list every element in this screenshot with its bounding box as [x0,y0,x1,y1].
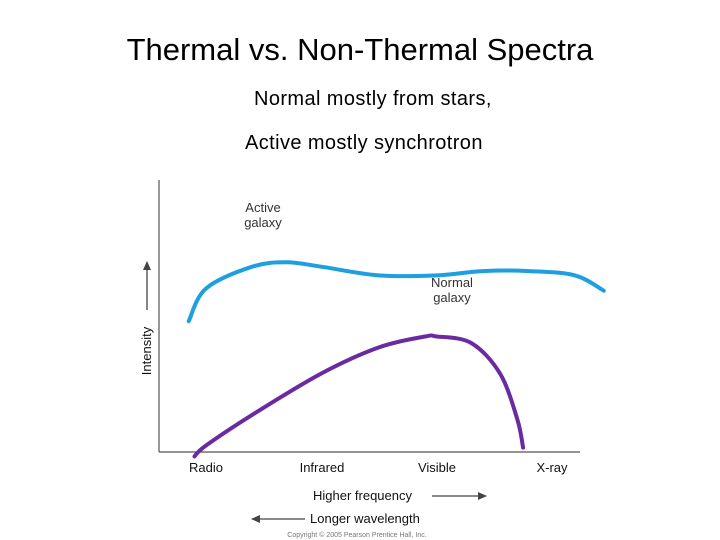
y-axis-label-intensity: Intensity [139,326,154,375]
subtitle-line-2: Active mostly synchrotron [245,132,483,154]
x-axis-label-wavelength: Longer wavelength [310,511,420,526]
series-label-active-galaxy-line-1: Active [245,200,280,215]
slide-title: Thermal vs. Non-Thermal Spectra [126,32,594,67]
series-line-normal-galaxy [192,333,526,459]
x-tick-label-radio: Radio [189,460,223,475]
copyright-footer: Copyright © 2005 Pearson Prentice Hall, … [287,531,426,539]
x-tick-label-infrared: Infrared [300,460,345,475]
x-axis-label-frequency: Higher frequency [313,488,412,503]
series-line-active-galaxy [186,260,606,324]
series-label-active-galaxy-line-2: galaxy [244,215,282,230]
subtitle-line-1: Normal mostly from stars, [254,88,492,110]
series-label-normal-galaxy-line-2: galaxy [433,290,471,305]
series-label-normal-galaxy-line-1: Normal [431,275,473,290]
x-tick-label-xray: X-ray [536,460,568,475]
x-tick-label-visible: Visible [418,460,456,475]
